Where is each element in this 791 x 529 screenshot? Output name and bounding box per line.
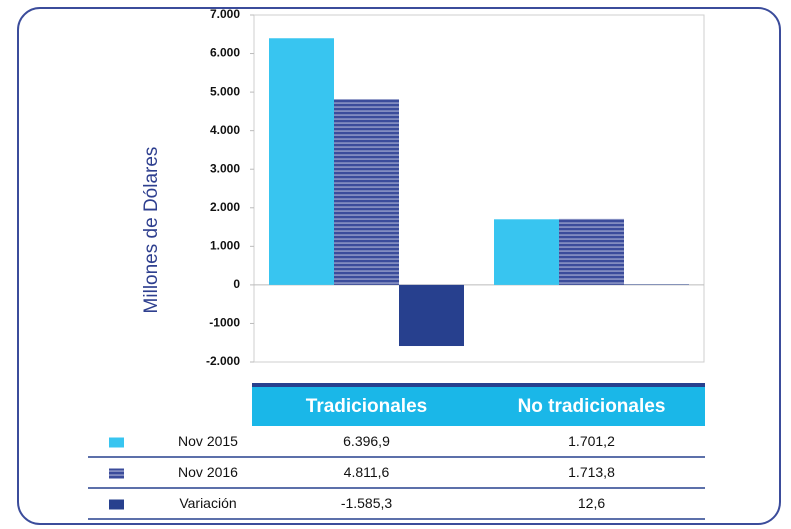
y-axis-label: Millones de Dólares	[141, 147, 162, 314]
series-name: Nov 2015	[178, 433, 238, 449]
legend-swatch	[109, 468, 124, 479]
y-tick-label: 3.000	[210, 161, 240, 175]
table-header	[252, 387, 705, 426]
y-tick-label: 1.000	[210, 239, 240, 253]
column-header: No tradicionales	[518, 396, 666, 417]
table-value: 1.713,8	[568, 464, 615, 480]
y-tick-label: -2.000	[206, 354, 240, 368]
y-tick-label: 2.000	[210, 200, 240, 214]
series-name: Variación	[179, 495, 236, 511]
legend-swatch	[109, 437, 124, 448]
bar	[334, 99, 399, 285]
header-rule	[252, 383, 705, 387]
frame	[17, 7, 781, 525]
table-value: -1.585,3	[341, 495, 393, 511]
bar	[494, 219, 559, 285]
legend-swatch	[109, 499, 124, 510]
y-tick-label: -1000	[209, 316, 240, 330]
bar	[269, 38, 334, 285]
y-tick-label: 6.000	[210, 46, 240, 60]
bar	[559, 218, 624, 285]
column-header: Tradicionales	[306, 396, 427, 417]
table-value: 1.701,2	[568, 433, 615, 449]
table-value: 12,6	[578, 495, 605, 511]
y-tick-label: 5.000	[210, 84, 240, 98]
series-name: Nov 2016	[178, 464, 238, 480]
y-tick-label: 0	[233, 277, 240, 291]
plot-area	[253, 14, 705, 363]
y-tick-label: 4.000	[210, 123, 240, 137]
y-tick-label: 7.000	[210, 7, 240, 21]
bar	[399, 284, 464, 347]
table-value: 4.811,6	[344, 464, 390, 480]
table-value: 6.396,9	[343, 433, 390, 449]
